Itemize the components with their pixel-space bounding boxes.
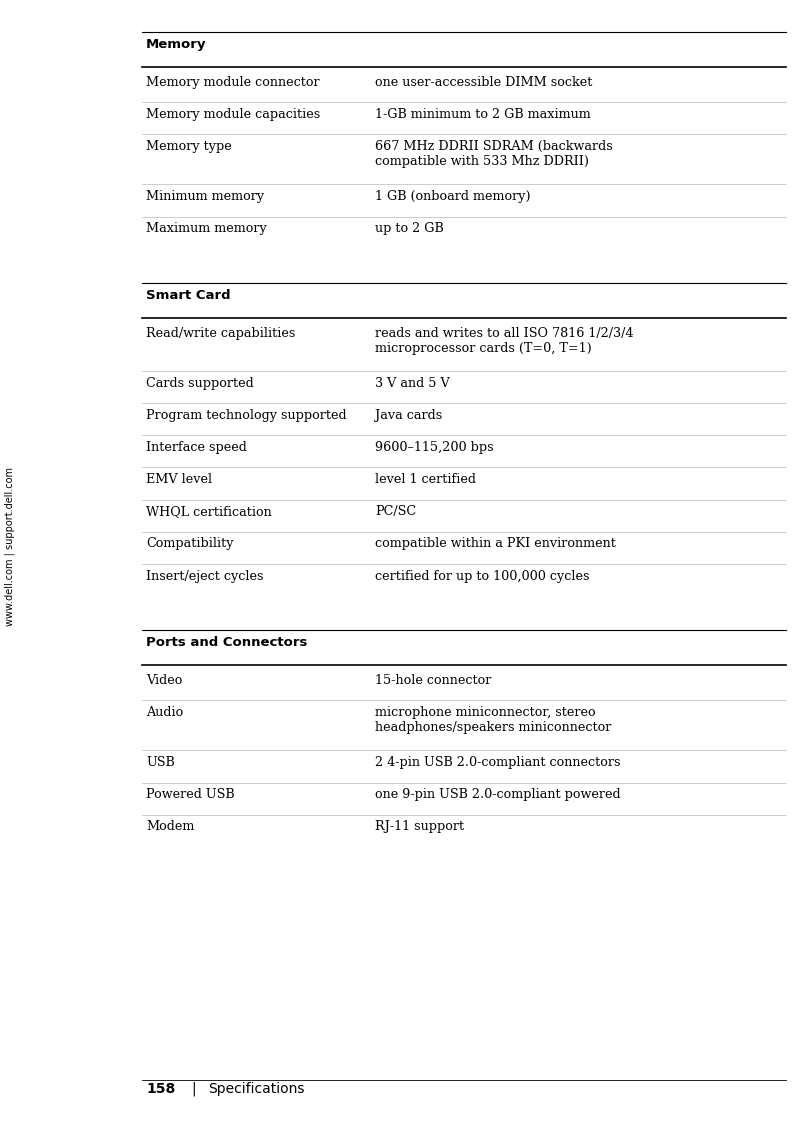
Text: Memory module connector: Memory module connector (146, 75, 319, 89)
Text: RJ-11 support: RJ-11 support (375, 820, 464, 834)
Text: Compatibility: Compatibility (146, 538, 233, 550)
Text: one 9-pin USB 2.0-compliant powered: one 9-pin USB 2.0-compliant powered (375, 788, 621, 802)
Text: WHQL certification: WHQL certification (146, 506, 272, 518)
Text: up to 2 GB: up to 2 GB (375, 222, 444, 236)
Text: |: | (192, 1081, 196, 1096)
Text: Read/write capabilities: Read/write capabilities (146, 327, 295, 339)
Text: 9600–115,200 bps: 9600–115,200 bps (375, 441, 494, 454)
Text: Memory module capacities: Memory module capacities (146, 108, 320, 121)
Text: Ports and Connectors: Ports and Connectors (146, 636, 307, 649)
Text: Specifications: Specifications (208, 1082, 304, 1096)
Text: www.dell.com | support.dell.com: www.dell.com | support.dell.com (4, 467, 15, 626)
Text: Cards supported: Cards supported (146, 377, 253, 390)
Text: level 1 certified: level 1 certified (375, 473, 476, 486)
Text: Memory: Memory (146, 38, 206, 50)
Text: EMV level: EMV level (146, 473, 212, 486)
Text: Interface speed: Interface speed (146, 441, 247, 454)
Text: Powered USB: Powered USB (146, 788, 235, 802)
Text: Video: Video (146, 674, 182, 687)
Text: certified for up to 100,000 cycles: certified for up to 100,000 cycles (375, 570, 589, 582)
Text: Memory type: Memory type (146, 140, 232, 153)
Text: 1 GB (onboard memory): 1 GB (onboard memory) (375, 190, 531, 203)
Text: 2 4-pin USB 2.0-compliant connectors: 2 4-pin USB 2.0-compliant connectors (375, 756, 621, 769)
Text: microphone miniconnector, stereo
headphones/speakers miniconnector: microphone miniconnector, stereo headpho… (375, 706, 612, 734)
Text: Minimum memory: Minimum memory (146, 190, 264, 203)
Text: USB: USB (146, 756, 175, 769)
Text: 3 V and 5 V: 3 V and 5 V (375, 377, 450, 390)
Text: 1-GB minimum to 2 GB maximum: 1-GB minimum to 2 GB maximum (375, 108, 591, 121)
Text: compatible within a PKI environment: compatible within a PKI environment (375, 538, 616, 550)
Text: Modem: Modem (146, 820, 194, 834)
Text: 15-hole connector: 15-hole connector (375, 674, 492, 687)
Text: Java cards: Java cards (375, 409, 443, 421)
Text: Program technology supported: Program technology supported (146, 409, 346, 421)
Text: Insert/eject cycles: Insert/eject cycles (146, 570, 264, 582)
Text: 667 MHz DDRII SDRAM (backwards
compatible with 533 Mhz DDRII): 667 MHz DDRII SDRAM (backwards compatibl… (375, 140, 613, 167)
Text: PC/SC: PC/SC (375, 506, 416, 518)
Text: one user-accessible DIMM socket: one user-accessible DIMM socket (375, 75, 593, 89)
Text: Audio: Audio (146, 706, 183, 719)
Text: Smart Card: Smart Card (146, 288, 231, 302)
Text: reads and writes to all ISO 7816 1/2/3/4
microprocessor cards (T=0, T=1): reads and writes to all ISO 7816 1/2/3/4… (375, 327, 634, 354)
Text: 158: 158 (146, 1082, 175, 1096)
Text: Maximum memory: Maximum memory (146, 222, 267, 236)
